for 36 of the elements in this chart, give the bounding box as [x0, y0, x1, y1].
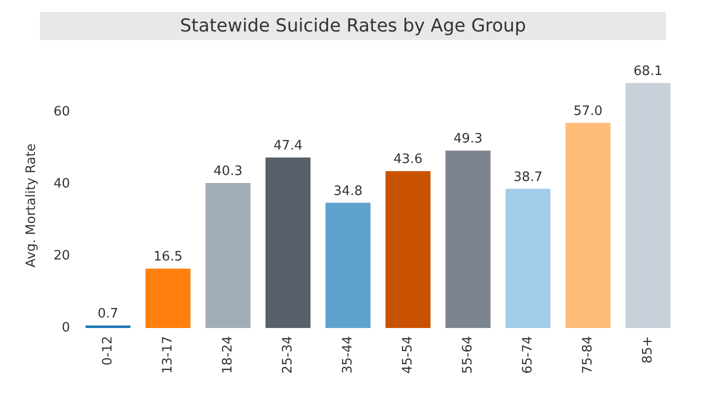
data-label: 34.8	[334, 184, 362, 199]
y-tick-label: 40	[53, 176, 70, 192]
bar	[626, 83, 670, 328]
data-label: 43.6	[394, 152, 422, 168]
bar	[446, 150, 490, 328]
bar	[146, 268, 190, 328]
x-tick-label: 85+	[640, 336, 656, 364]
bar	[506, 188, 550, 328]
data-label: 0.7	[98, 306, 118, 322]
x-tick-label: 0-12	[100, 336, 116, 366]
x-tick-label: 25-34	[280, 336, 296, 374]
y-tick-label: 20	[53, 248, 70, 264]
x-tick-label: 18-24	[220, 336, 236, 374]
y-axis-title: Avg. Mortality Rate	[24, 144, 39, 268]
x-tick-label: 35-44	[340, 336, 356, 374]
bar	[206, 183, 250, 328]
y-tick-label: 0	[62, 320, 70, 336]
data-label: 57.0	[574, 104, 602, 119]
data-label: 47.4	[274, 138, 302, 154]
data-label: 40.3	[214, 164, 242, 180]
bar	[86, 325, 130, 328]
chart-title: Statewide Suicide Rates by Age Group	[180, 16, 526, 36]
data-label: 49.3	[454, 132, 482, 147]
bar	[266, 157, 310, 328]
data-label: 38.7	[514, 170, 542, 185]
bar	[566, 122, 610, 328]
x-tick-label: 65-74	[520, 336, 536, 374]
x-tick-label: 13-17	[160, 336, 176, 374]
y-tick-label: 60	[53, 104, 70, 120]
bar	[326, 202, 370, 328]
x-tick-label: 45-54	[400, 336, 416, 374]
x-tick-label: 55-64	[460, 336, 476, 374]
data-label: 68.1	[634, 64, 662, 79]
x-tick-label: 75-84	[580, 336, 596, 374]
bar	[386, 171, 430, 328]
data-label: 16.5	[154, 250, 182, 265]
